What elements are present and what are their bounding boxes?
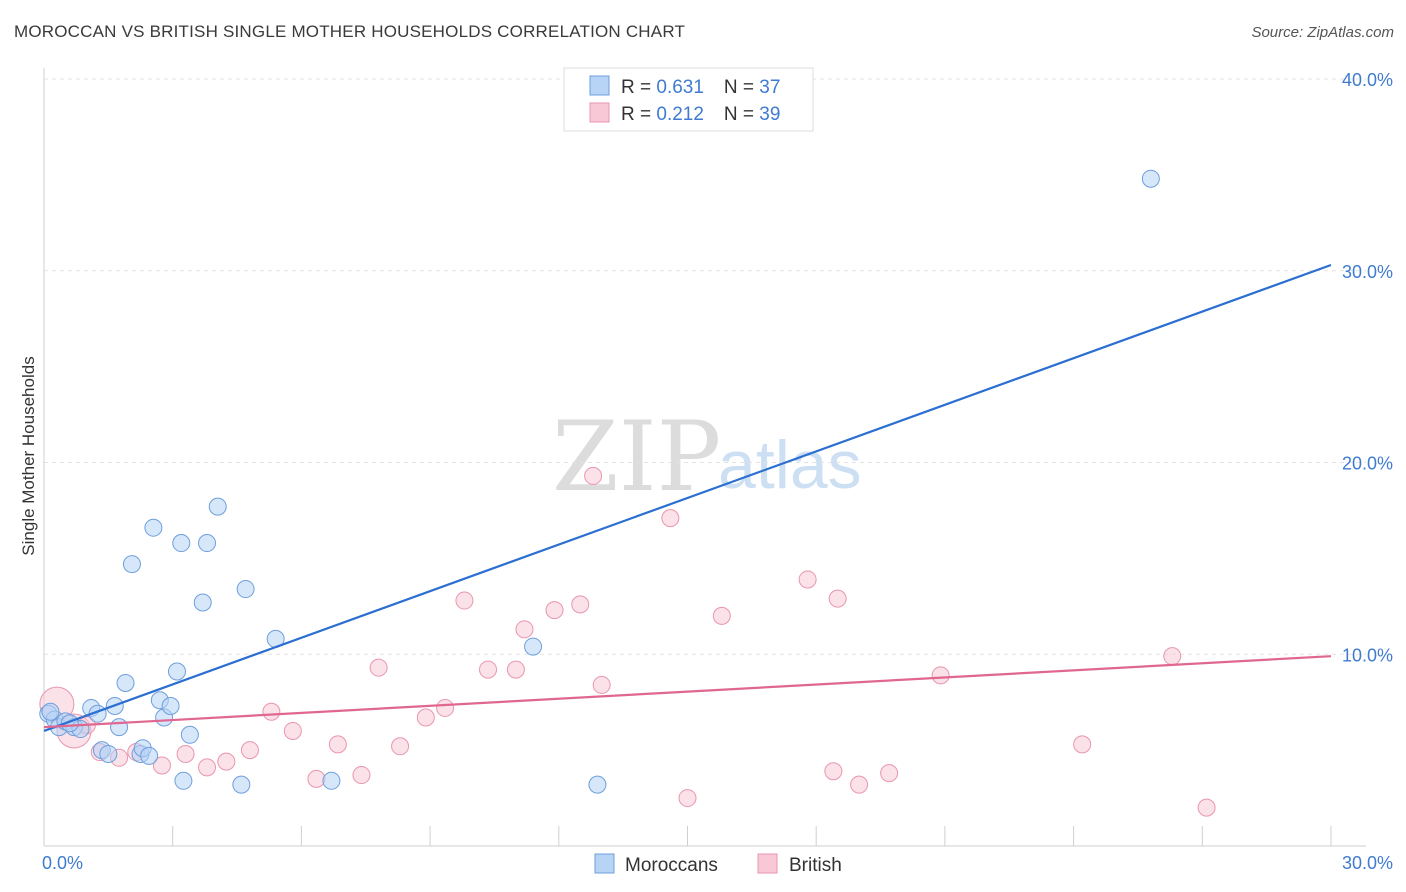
moroccan-point bbox=[193, 593, 212, 612]
british-point bbox=[850, 775, 869, 794]
y-tick-label: 10.0% bbox=[1342, 645, 1393, 665]
moroccan-point bbox=[167, 662, 186, 681]
gridlines bbox=[44, 78, 1366, 655]
legend-swatch-british bbox=[589, 102, 610, 123]
british-point bbox=[678, 789, 697, 808]
british-point bbox=[506, 660, 525, 679]
moroccan-point bbox=[144, 518, 163, 537]
british-point bbox=[352, 766, 371, 785]
moroccan-trend-line bbox=[43, 263, 1332, 732]
bottom-legend-label-british: British bbox=[789, 855, 842, 876]
british-point bbox=[712, 606, 731, 625]
legend-swatch-moroccans bbox=[589, 75, 610, 96]
x-tick-label-max: 30.0% bbox=[1342, 853, 1393, 873]
watermark: ZIP atlas bbox=[552, 401, 862, 513]
british-point bbox=[880, 764, 899, 783]
moroccan-point bbox=[172, 534, 191, 553]
y-axis-title: Single Mother Households bbox=[19, 356, 38, 555]
y-tick-label: 20.0% bbox=[1342, 454, 1393, 474]
moroccan-point bbox=[174, 771, 193, 790]
british-point bbox=[262, 702, 281, 721]
british-point bbox=[545, 601, 564, 620]
british-point bbox=[307, 769, 326, 788]
legend-r-value-british: 0.212 bbox=[656, 104, 704, 125]
british-point bbox=[436, 698, 455, 717]
moroccan-point bbox=[524, 637, 543, 656]
y-tick-label: 40.0% bbox=[1342, 70, 1393, 90]
british-point bbox=[592, 675, 611, 694]
moroccan-point bbox=[588, 775, 607, 794]
british-point bbox=[931, 666, 950, 685]
british-point bbox=[1163, 647, 1182, 666]
moroccan-point bbox=[198, 534, 217, 553]
british-point bbox=[1073, 735, 1092, 754]
moroccan-point bbox=[41, 702, 60, 721]
y-tick-labels: 10.0% 20.0% 30.0% 40.0% bbox=[1342, 70, 1393, 665]
legend-row-moroccans: R = 0.631 N = 37 bbox=[621, 77, 780, 98]
moroccan-point bbox=[322, 771, 341, 790]
british-point bbox=[198, 758, 217, 777]
moroccan-point bbox=[208, 497, 227, 516]
british-point bbox=[369, 658, 388, 677]
legend-n-label: N = bbox=[724, 77, 759, 98]
legend-n-value-british: 39 bbox=[759, 104, 780, 125]
x-axis-ticks bbox=[43, 826, 1332, 846]
british-point bbox=[661, 509, 680, 528]
chart-title: MOROCCAN VS BRITISH SINGLE MOTHER HOUSEH… bbox=[14, 22, 686, 41]
watermark-zip: ZIP bbox=[552, 401, 721, 513]
british-point bbox=[416, 708, 435, 727]
british-point bbox=[584, 466, 603, 485]
series-legend: Moroccans British bbox=[594, 853, 842, 876]
british-point bbox=[1197, 798, 1216, 817]
watermark-atlas: atlas bbox=[718, 427, 862, 503]
legend-n-value-moroccans: 37 bbox=[759, 77, 780, 98]
british-trend-line bbox=[43, 655, 1332, 729]
legend-r-label: R = bbox=[621, 77, 656, 98]
legend-row-british: R = 0.212 N = 39 bbox=[621, 104, 780, 125]
legend-r-value-moroccans: 0.631 bbox=[656, 77, 704, 98]
british-point bbox=[455, 591, 474, 610]
british-point bbox=[824, 762, 843, 781]
bottom-legend-label-moroccans: Moroccans bbox=[625, 855, 718, 876]
british-point bbox=[152, 756, 171, 775]
british-point bbox=[828, 589, 847, 608]
moroccan-points bbox=[39, 169, 1160, 794]
moroccan-point bbox=[236, 580, 255, 599]
british-point bbox=[176, 744, 195, 763]
british-point bbox=[515, 620, 534, 639]
trend-lines bbox=[43, 263, 1332, 732]
bottom-legend-swatch-british bbox=[757, 853, 778, 874]
british-point bbox=[328, 735, 347, 754]
moroccan-point bbox=[110, 718, 129, 737]
bottom-legend-swatch-moroccans bbox=[594, 853, 615, 874]
legend-n-label: N = bbox=[724, 104, 759, 125]
y-tick-label: 30.0% bbox=[1342, 262, 1393, 282]
moroccan-point bbox=[180, 725, 199, 744]
moroccan-point bbox=[122, 555, 141, 574]
source-label: Source: ZipAtlas.com bbox=[1251, 24, 1394, 41]
british-point bbox=[217, 752, 236, 771]
british-point bbox=[283, 721, 302, 740]
moroccan-point bbox=[116, 674, 135, 693]
british-point bbox=[391, 737, 410, 756]
moroccan-point bbox=[140, 746, 159, 765]
x-tick-label-min: 0.0% bbox=[42, 853, 83, 873]
british-point bbox=[571, 595, 590, 614]
british-point bbox=[240, 741, 259, 760]
british-point bbox=[798, 570, 817, 589]
moroccan-point bbox=[1141, 169, 1160, 188]
moroccan-point bbox=[161, 697, 180, 716]
british-point bbox=[479, 660, 498, 679]
moroccan-point bbox=[99, 744, 118, 763]
correlation-legend: R = 0.631 N = 37 R = 0.212 N = 39 bbox=[563, 67, 814, 132]
legend-r-label: R = bbox=[621, 104, 656, 125]
moroccan-point bbox=[232, 775, 251, 794]
